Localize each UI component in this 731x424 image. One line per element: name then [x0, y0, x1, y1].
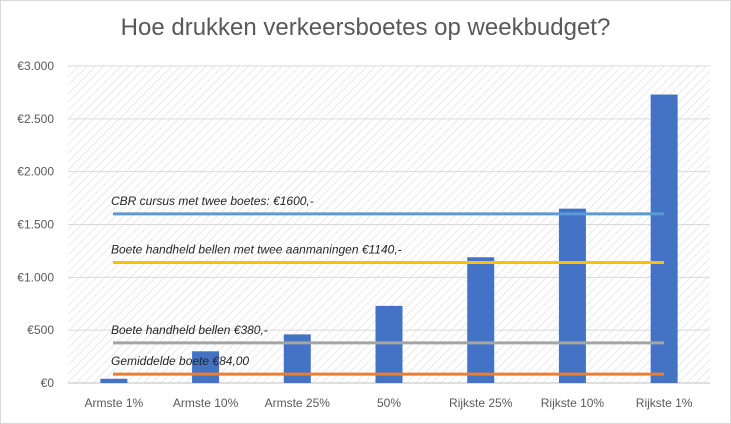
y-axis: €0 €500 €1.000 €1.500 €2.000 €2.500 €3.000: [17, 59, 54, 390]
y-tick-label: €2.500: [17, 112, 54, 126]
bar: [192, 351, 220, 383]
x-tick-label: Armste 10%: [173, 396, 239, 410]
reference-line-label: Boete handheld bellen €380,-: [111, 323, 268, 337]
bar: [100, 378, 128, 383]
gridlines: [68, 65, 710, 384]
chart-title: Hoe drukken verkeersboetes op weekbudget…: [120, 14, 611, 41]
bar: [467, 257, 495, 383]
x-tick-label: Armste 1%: [85, 396, 144, 410]
x-axis: Armste 1% Armste 10% Armste 25% 50% Rijkste …: [85, 396, 693, 410]
x-tick-label: Rijkste 25%: [449, 396, 513, 410]
y-tick-label: €1.000: [17, 270, 54, 284]
bar: [558, 208, 586, 383]
y-tick-label: €3.000: [17, 59, 54, 73]
reference-line-label: Gemiddelde boete €84,00: [111, 354, 249, 368]
y-tick-label: €2.000: [17, 165, 54, 179]
x-tick-label: Armste 25%: [265, 396, 331, 410]
x-tick-label: 50%: [377, 396, 401, 410]
y-tick-label: €1.500: [17, 218, 54, 232]
bar: [375, 305, 403, 383]
x-tick-label: Rijkste 1%: [636, 396, 693, 410]
y-tick-label: €500: [27, 323, 54, 337]
y-tick-label: €0: [41, 376, 55, 390]
reference-line-label: CBR cursus met twee boetes: €1600,-: [111, 194, 314, 208]
reference-lines: CBR cursus met twee boetes: €1600,- Boete…: [111, 194, 664, 376]
reference-line-label: Boete handheld bellen met twee aanmaning…: [111, 243, 402, 257]
x-tick-label: Rijkste 10%: [541, 396, 605, 410]
bar: [650, 94, 678, 383]
